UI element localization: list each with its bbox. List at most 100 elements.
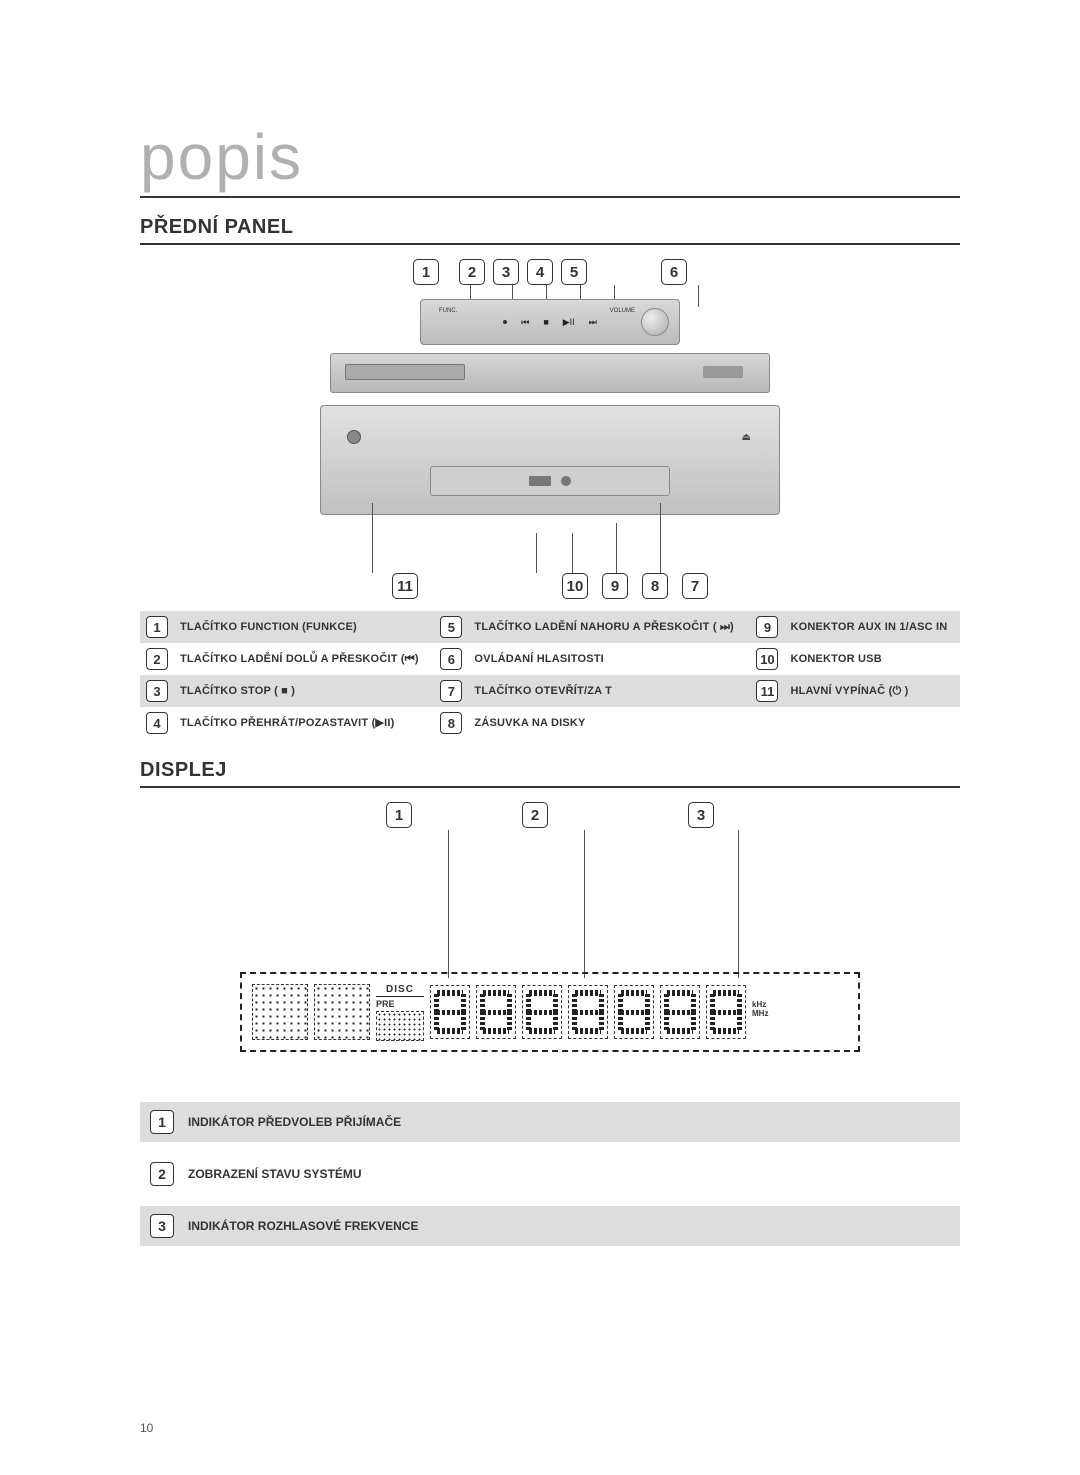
table-row: 3 TLAČÍTKO STOP ( ■ ) 7 TLAČÍTKO OTEVŘÍT… xyxy=(140,675,960,707)
legend-text: TLAČÍTKO FUNCTION (FUNKCE) xyxy=(174,611,434,643)
leader-line xyxy=(660,503,661,573)
table-row: 1 TLAČÍTKO FUNCTION (FUNKCE) 5 TLAČÍTKO … xyxy=(140,611,960,643)
callout-11: 11 xyxy=(392,573,418,599)
disc-tray xyxy=(430,466,670,496)
leader-line xyxy=(536,533,537,573)
front-panel-diagram: 1 2 3 4 5 6 FUNC. ⏮ ■ ▶II ⏭ VOLUME ⏏ xyxy=(140,259,960,599)
legend-num: 1 xyxy=(150,1110,174,1134)
disc-pre-block: DISC PRE xyxy=(376,984,424,1041)
pre-label: PRE xyxy=(376,999,424,1009)
callout-6: 6 xyxy=(661,259,687,285)
legend-text: OVLÁDANÍ HLASITOSTI xyxy=(468,643,750,675)
aux-jack-icon xyxy=(561,476,571,486)
legend-num: 6 xyxy=(440,648,462,670)
device-illustration: FUNC. ⏮ ■ ▶II ⏭ VOLUME ⏏ xyxy=(320,299,780,515)
callout-1: 1 xyxy=(413,259,439,285)
leader-line xyxy=(572,533,573,573)
dot-matrix-icon xyxy=(314,984,370,1040)
legend-num: 5 xyxy=(440,616,462,638)
preset-digits-icon xyxy=(376,1011,424,1041)
seven-segment-icon xyxy=(568,985,608,1039)
legend-text: TLAČÍTKO LADĚNÍ NAHORU A PŘESKOČIT ( ⏭) xyxy=(468,611,750,643)
legend-text: TLAČÍTKO OTEVŘÍT/ZA T xyxy=(468,675,750,707)
legend-text: KONEKTOR AUX IN 1/ASC IN xyxy=(784,611,960,643)
page-title: popis xyxy=(140,120,960,198)
top-callout-row: 1 2 3 4 5 6 xyxy=(140,259,960,285)
play-pause-icon: ▶II xyxy=(563,317,575,328)
leader-line xyxy=(372,503,373,573)
skip-fwd-icon: ⏭ xyxy=(589,317,597,328)
unit-labels: kHz MHz xyxy=(752,1001,768,1023)
leader-line xyxy=(616,523,617,573)
eject-icon: ⏏ xyxy=(742,432,751,443)
page-number: 10 xyxy=(140,1421,153,1435)
display-diagram: 1 2 3 DISC PRE kHz MHz xyxy=(140,802,960,1062)
brand-plate-icon xyxy=(703,366,743,378)
callout-9: 9 xyxy=(602,573,628,599)
legend-num: 7 xyxy=(440,680,462,702)
seven-segment-icon xyxy=(706,985,746,1039)
table-row: 2 ZOBRAZENÍ STAVU SYSTÉMU xyxy=(140,1154,960,1194)
callout-2: 2 xyxy=(459,259,485,285)
bottom-callout-row: 11 10 9 8 7 xyxy=(140,573,960,599)
legend-num: 4 xyxy=(146,712,168,734)
legend-num: 2 xyxy=(146,648,168,670)
legend-num: 10 xyxy=(756,648,778,670)
device-control-panel: FUNC. ⏮ ■ ▶II ⏭ VOLUME xyxy=(420,299,680,345)
disp-callout-1: 1 xyxy=(386,802,412,828)
callout-7: 7 xyxy=(682,573,708,599)
legend-num: 1 xyxy=(146,616,168,638)
seven-segment-icon xyxy=(522,985,562,1039)
front-panel-heading: PŘEDNÍ PANEL xyxy=(140,216,960,245)
disc-label: DISC xyxy=(376,984,424,997)
legend-text: ZOBRAZENÍ STAVU SYSTÉMU xyxy=(188,1167,362,1181)
callout-3: 3 xyxy=(493,259,519,285)
legend-num: 9 xyxy=(756,616,778,638)
legend-text: ZÁSUVKA NA DISKY xyxy=(468,707,750,739)
display-callout-row: 1 2 3 xyxy=(140,802,960,828)
legend-text: KONEKTOR USB xyxy=(784,643,960,675)
device-front-face: ⏏ xyxy=(320,405,780,515)
display-heading: DISPLEJ xyxy=(140,759,960,788)
skip-back-icon: ⏮ xyxy=(521,317,529,328)
mhz-label: MHz xyxy=(752,1010,768,1019)
disp-callout-3: 3 xyxy=(688,802,714,828)
table-row: 2 TLAČÍTKO LADĚNÍ DOLŮ A PŘESKOČIT (⏮) 6… xyxy=(140,643,960,675)
legend-num: 11 xyxy=(756,680,778,702)
volume-knob-icon xyxy=(641,308,669,336)
disc-slot-icon xyxy=(345,364,465,380)
front-panel-legend-table: 1 TLAČÍTKO FUNCTION (FUNKCE) 5 TLAČÍTKO … xyxy=(140,611,960,739)
dot-matrix-icon xyxy=(252,984,308,1040)
func-button-icon xyxy=(503,320,507,324)
table-row: 1 INDIKÁTOR PŘEDVOLEB PŘIJÍMAČE xyxy=(140,1102,960,1142)
legend-num: 2 xyxy=(150,1162,174,1186)
legend-text: HLAVNÍ VYPÍNAČ (⏻ ) xyxy=(784,675,960,707)
display-legend: 1 INDIKÁTOR PŘEDVOLEB PŘIJÍMAČE 2 ZOBRAZ… xyxy=(140,1102,960,1246)
legend-text: INDIKÁTOR ROZHLASOVÉ FREKVENCE xyxy=(188,1219,418,1233)
power-button-icon xyxy=(347,430,361,444)
legend-num: 3 xyxy=(146,680,168,702)
leader-line xyxy=(584,830,585,978)
display-panel: DISC PRE kHz MHz xyxy=(240,972,860,1052)
legend-text: INDIKÁTOR PŘEDVOLEB PŘIJÍMAČE xyxy=(188,1115,401,1129)
callout-5: 5 xyxy=(561,259,587,285)
seven-segment-icon xyxy=(476,985,516,1039)
leader-line xyxy=(738,830,739,978)
callout-10: 10 xyxy=(562,573,588,599)
usb-port-icon xyxy=(529,476,551,486)
callout-8: 8 xyxy=(642,573,668,599)
func-label: FUNC. xyxy=(439,308,457,314)
seven-segment-icon xyxy=(614,985,654,1039)
disp-callout-2: 2 xyxy=(522,802,548,828)
device-body xyxy=(330,353,770,393)
stop-icon: ■ xyxy=(543,317,548,327)
table-row: 4 TLAČÍTKO PŘEHRÁT/POZASTAVIT (▶II) 8 ZÁ… xyxy=(140,707,960,739)
legend-text: TLAČÍTKO LADĚNÍ DOLŮ A PŘESKOČIT (⏮) xyxy=(174,643,434,675)
seven-segment-icon xyxy=(660,985,700,1039)
legend-num: 8 xyxy=(440,712,462,734)
callout-4: 4 xyxy=(527,259,553,285)
legend-text: TLAČÍTKO PŘEHRÁT/POZASTAVIT (▶II) xyxy=(174,707,434,739)
volume-label: VOLUME xyxy=(610,308,635,314)
leader-line xyxy=(448,830,449,978)
legend-num: 3 xyxy=(150,1214,174,1238)
